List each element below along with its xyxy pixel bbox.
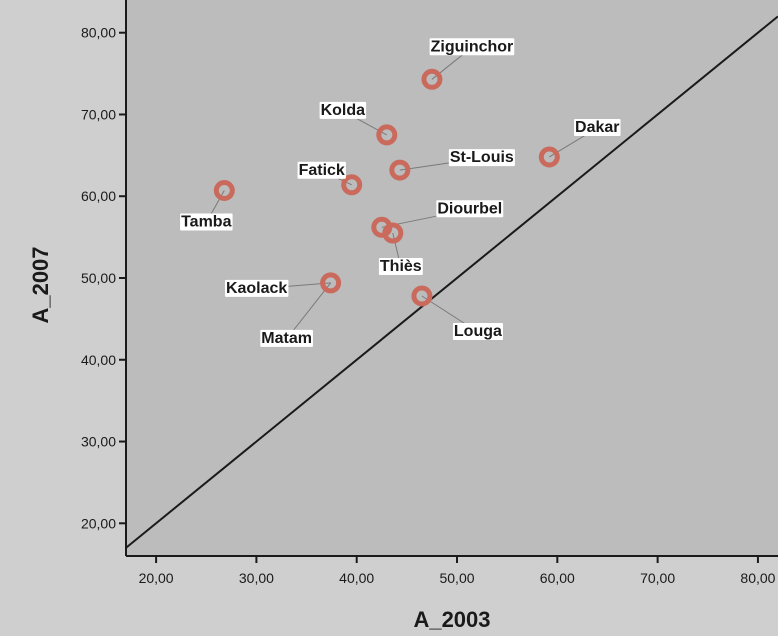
y-axis-title: A_2007 <box>28 246 53 323</box>
data-point <box>538 146 560 168</box>
point-label: Louga <box>452 322 504 340</box>
point-label-box <box>378 258 423 276</box>
point-label-box <box>297 161 346 179</box>
point-label: St-Louis <box>448 149 515 167</box>
point-label-box <box>260 329 313 347</box>
data-point <box>320 272 342 294</box>
point-label-box <box>574 118 621 136</box>
y-tick-label: 80,00 <box>81 25 116 41</box>
point-label: Matam <box>260 329 313 347</box>
point-label: Ziguinchor <box>429 38 515 56</box>
point-label-text: Kaolack <box>226 280 287 297</box>
y-tick-label: 40,00 <box>81 352 116 368</box>
data-point <box>376 124 398 146</box>
data-point <box>341 174 363 196</box>
point-label-box <box>319 101 367 119</box>
x-tick-label: 30,00 <box>239 570 274 586</box>
point-label-text: Ziguinchor <box>431 38 514 55</box>
x-tick-label: 40,00 <box>339 570 374 586</box>
point-label-box <box>448 149 515 167</box>
y-tick-label: 70,00 <box>81 106 116 122</box>
reference-line <box>125 15 778 549</box>
point-label-text: Diourbel <box>437 200 502 217</box>
point-label-text: Thiès <box>380 258 422 275</box>
point-label-box <box>224 279 289 297</box>
x-tick-label: 50,00 <box>439 570 474 586</box>
point-label-text: Tamba <box>181 214 231 231</box>
x-tick-label: 60,00 <box>540 570 575 586</box>
point-label: Thiès <box>378 258 423 276</box>
y-tick-label: 60,00 <box>81 188 116 204</box>
point-label-box <box>452 322 504 340</box>
point-label: Fatick <box>297 161 346 179</box>
x-axis-title: A_2003 <box>413 607 490 632</box>
point-label-text: Kolda <box>321 102 366 119</box>
data-point <box>389 159 411 181</box>
data-point <box>382 222 404 244</box>
point-label-box <box>436 200 504 218</box>
point-label-text: Matam <box>261 330 312 347</box>
data-point <box>411 285 433 307</box>
point-label-text: St-Louis <box>450 149 514 166</box>
label-leader <box>286 282 332 340</box>
x-tick-label: 70,00 <box>640 570 675 586</box>
y-tick-label: 30,00 <box>81 434 116 450</box>
y-tick-label: 20,00 <box>81 515 116 531</box>
y-tick-label: 50,00 <box>81 270 116 286</box>
point-label-text: Dakar <box>575 119 619 136</box>
x-tick-label: 20,00 <box>139 570 174 586</box>
point-label: Kaolack <box>224 279 289 297</box>
point-label-box <box>429 38 515 56</box>
point-label-box <box>180 213 233 231</box>
x-tick-label: 80,00 <box>740 570 775 586</box>
point-label: Diourbel <box>436 200 504 218</box>
point-label: Dakar <box>574 118 621 136</box>
data-point <box>213 180 235 202</box>
point-label: Kolda <box>319 101 367 119</box>
point-label-text: Fatick <box>299 162 345 179</box>
point-label: Tamba <box>180 213 233 231</box>
data-point <box>421 68 443 90</box>
point-label-text: Louga <box>454 323 502 340</box>
plot-area <box>126 0 778 556</box>
